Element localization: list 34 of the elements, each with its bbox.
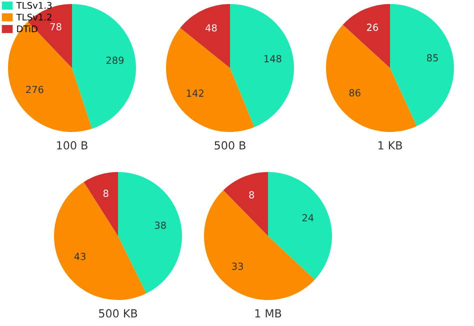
pie-slice: [230, 4, 294, 128]
data-label: 38: [154, 222, 166, 229]
text: 500 B: [214, 141, 246, 150]
text: 1 MB: [255, 309, 282, 318]
pie-slice: [326, 24, 417, 132]
data-label: 86: [349, 89, 360, 96]
text: 500 KB: [99, 309, 138, 318]
data-label: 276: [26, 86, 44, 94]
data-label: 142: [186, 90, 204, 97]
data-label: 78: [50, 23, 62, 30]
data-label: 85: [426, 54, 438, 62]
pie-slice: [118, 172, 182, 294]
pie-slice: [268, 172, 332, 280]
data-label: 148: [264, 55, 282, 62]
data-label: 48: [206, 24, 217, 32]
data-label: 24: [302, 214, 314, 222]
pie-slice: [342, 4, 390, 68]
pie-slice: [223, 172, 268, 236]
pie-slice: [84, 172, 118, 236]
data-label: 33: [232, 262, 244, 270]
data-label: 8: [103, 190, 108, 198]
data-label: 289: [106, 56, 124, 64]
pie-slice: [54, 182, 146, 300]
data-label: 43: [74, 252, 86, 260]
pie-slice: [204, 190, 315, 300]
legend-label: TLSv1.3: [16, 2, 52, 9]
pie-slice: [72, 4, 136, 129]
pie-slice: [8, 22, 92, 132]
pie-slice: [180, 4, 230, 68]
pie-slice: [390, 4, 454, 126]
text: 100 B: [57, 141, 88, 150]
data-label: 26: [366, 24, 378, 31]
text: 1 KB: [378, 141, 402, 150]
data-label: 8: [249, 191, 254, 199]
